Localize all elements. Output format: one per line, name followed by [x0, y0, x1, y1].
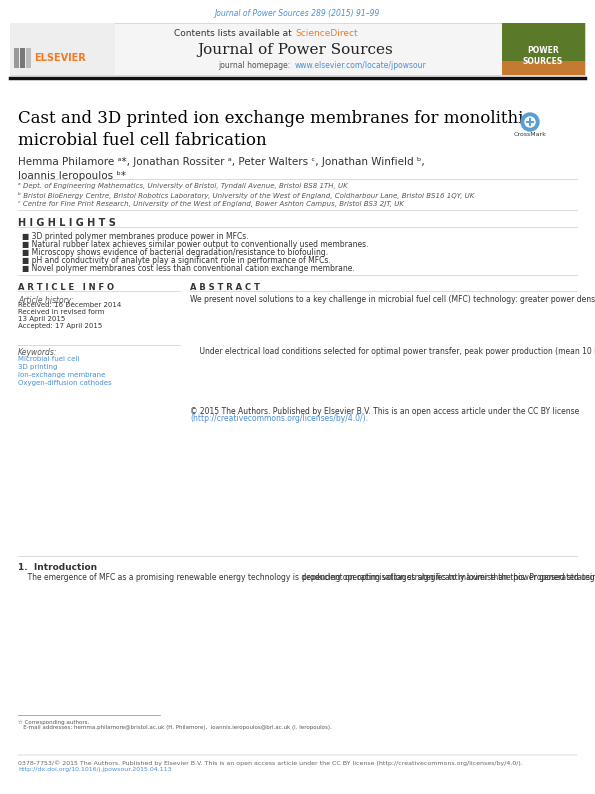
Text: Accepted: 17 April 2015: Accepted: 17 April 2015: [18, 323, 102, 329]
Text: ScienceDirect: ScienceDirect: [295, 29, 358, 38]
Text: Under electrical load conditions selected for optimal power transfer, peak power: Under electrical load conditions selecte…: [190, 347, 595, 356]
Text: Contents lists available at: Contents lists available at: [174, 29, 295, 38]
Bar: [26, 48, 31, 68]
Text: POWER
SOURCES: POWER SOURCES: [523, 46, 563, 66]
Text: ■ Novel polymer membranes cost less than conventional cation exchange membrane.: ■ Novel polymer membranes cost less than…: [22, 264, 355, 273]
Text: The emergence of MFC as a promising renewable energy technology is dependent on : The emergence of MFC as a promising rene…: [18, 573, 595, 582]
Text: Ion-exchange membrane: Ion-exchange membrane: [18, 372, 105, 378]
Text: Cast and 3D printed ion exchange membranes for monolithic
microbial fuel cell fa: Cast and 3D printed ion exchange membran…: [18, 110, 533, 148]
Bar: [20, 48, 25, 68]
Text: ᵃ Dept. of Engineering Mathematics, University of Bristol, Tyndall Avenue, Brist: ᵃ Dept. of Engineering Mathematics, Univ…: [18, 183, 347, 189]
Text: Hemma Philamore ᵃ*, Jonathan Rossiter ᵃ, Peter Walters ᶜ, Jonathan Winfield ᵇ,
I: Hemma Philamore ᵃ*, Jonathan Rossiter ᵃ,…: [18, 157, 425, 181]
Circle shape: [521, 113, 539, 131]
Text: ■ 3D printed polymer membranes produce power in MFCs.: ■ 3D printed polymer membranes produce p…: [22, 232, 249, 241]
Text: 3D printing: 3D printing: [18, 364, 57, 370]
Text: 1.  Introduction: 1. Introduction: [18, 563, 97, 572]
Text: www.elsevier.com/locate/jpowsour: www.elsevier.com/locate/jpowsour: [295, 60, 427, 70]
Text: journal homepage:: journal homepage:: [218, 60, 295, 70]
Text: © 2015 The Authors. Published by Elsevier B.V. This is an open access article un: © 2015 The Authors. Published by Elsevie…: [190, 407, 580, 416]
Bar: [502, 23, 585, 75]
Bar: [10, 23, 115, 75]
Text: ELSEVIER: ELSEVIER: [34, 53, 86, 63]
Text: Article history:: Article history:: [18, 296, 74, 305]
Bar: [14, 48, 19, 68]
Circle shape: [525, 117, 535, 127]
Text: Received in revised form: Received in revised form: [18, 309, 104, 315]
Text: We present novel solutions to a key challenge in microbial fuel cell (MFC) techn: We present novel solutions to a key chal…: [190, 295, 595, 304]
Text: Keywords:: Keywords:: [18, 348, 58, 357]
Text: CrossMark: CrossMark: [513, 133, 546, 137]
Text: Journal of Power Sources: Journal of Power Sources: [197, 43, 393, 57]
Text: A R T I C L E   I N F O: A R T I C L E I N F O: [18, 283, 114, 292]
Text: 13 April 2015: 13 April 2015: [18, 316, 65, 322]
Text: ᵇ Bristol BioEnergy Centre, Bristol Robotics Laboratory, University of the West : ᵇ Bristol BioEnergy Centre, Bristol Robo…: [18, 192, 474, 199]
Text: Received: 16 December 2014: Received: 16 December 2014: [18, 302, 121, 308]
Text: ■ Microscopy shows evidence of bacterial degradation/resistance to biofouling.: ■ Microscopy shows evidence of bacterial…: [22, 248, 328, 257]
Text: A B S T R A C T: A B S T R A C T: [190, 283, 260, 292]
Text: ■ pH and conductivity of analyte play a significant role in performance of MFCs.: ■ pH and conductivity of analyte play a …: [22, 256, 331, 265]
Text: 0378-7753/© 2015 The Authors. Published by Elsevier B.V. This is an open access : 0378-7753/© 2015 The Authors. Published …: [18, 760, 523, 765]
Text: H I G H L I G H T S: H I G H L I G H T S: [18, 218, 116, 228]
Text: ᶜ Centre for Fine Print Research, University of the West of England, Bower Ashto: ᶜ Centre for Fine Print Research, Univer…: [18, 201, 404, 207]
Bar: [10, 23, 585, 75]
Text: ☆ Corresponding authors.
   E-mail addresses: hemma.philamore@bristol.ac.uk (H. : ☆ Corresponding authors. E-mail addresse…: [18, 719, 332, 730]
Text: (http://creativecommons.org/licenses/by/4.0/).: (http://creativecommons.org/licenses/by/…: [190, 414, 368, 423]
Text: ■ Natural rubber latex achieves similar power output to conventionally used memb: ■ Natural rubber latex achieves similar …: [22, 240, 368, 249]
Text: Oxygen-diffusion cathodes: Oxygen-diffusion cathodes: [18, 380, 112, 386]
Bar: [502, 61, 585, 75]
Text: Microbial fuel cell: Microbial fuel cell: [18, 356, 79, 362]
Text: http://dx.doi.org/10.1016/j.jpowsour.2015.04.113: http://dx.doi.org/10.1016/j.jpowsour.201…: [18, 767, 171, 772]
Text: Journal of Power Sources 289 (2015) 91–99: Journal of Power Sources 289 (2015) 91–9…: [214, 9, 380, 17]
Text: producing operating voltages significantly lower than this. Proposed strategies : producing operating voltages significant…: [302, 573, 595, 582]
